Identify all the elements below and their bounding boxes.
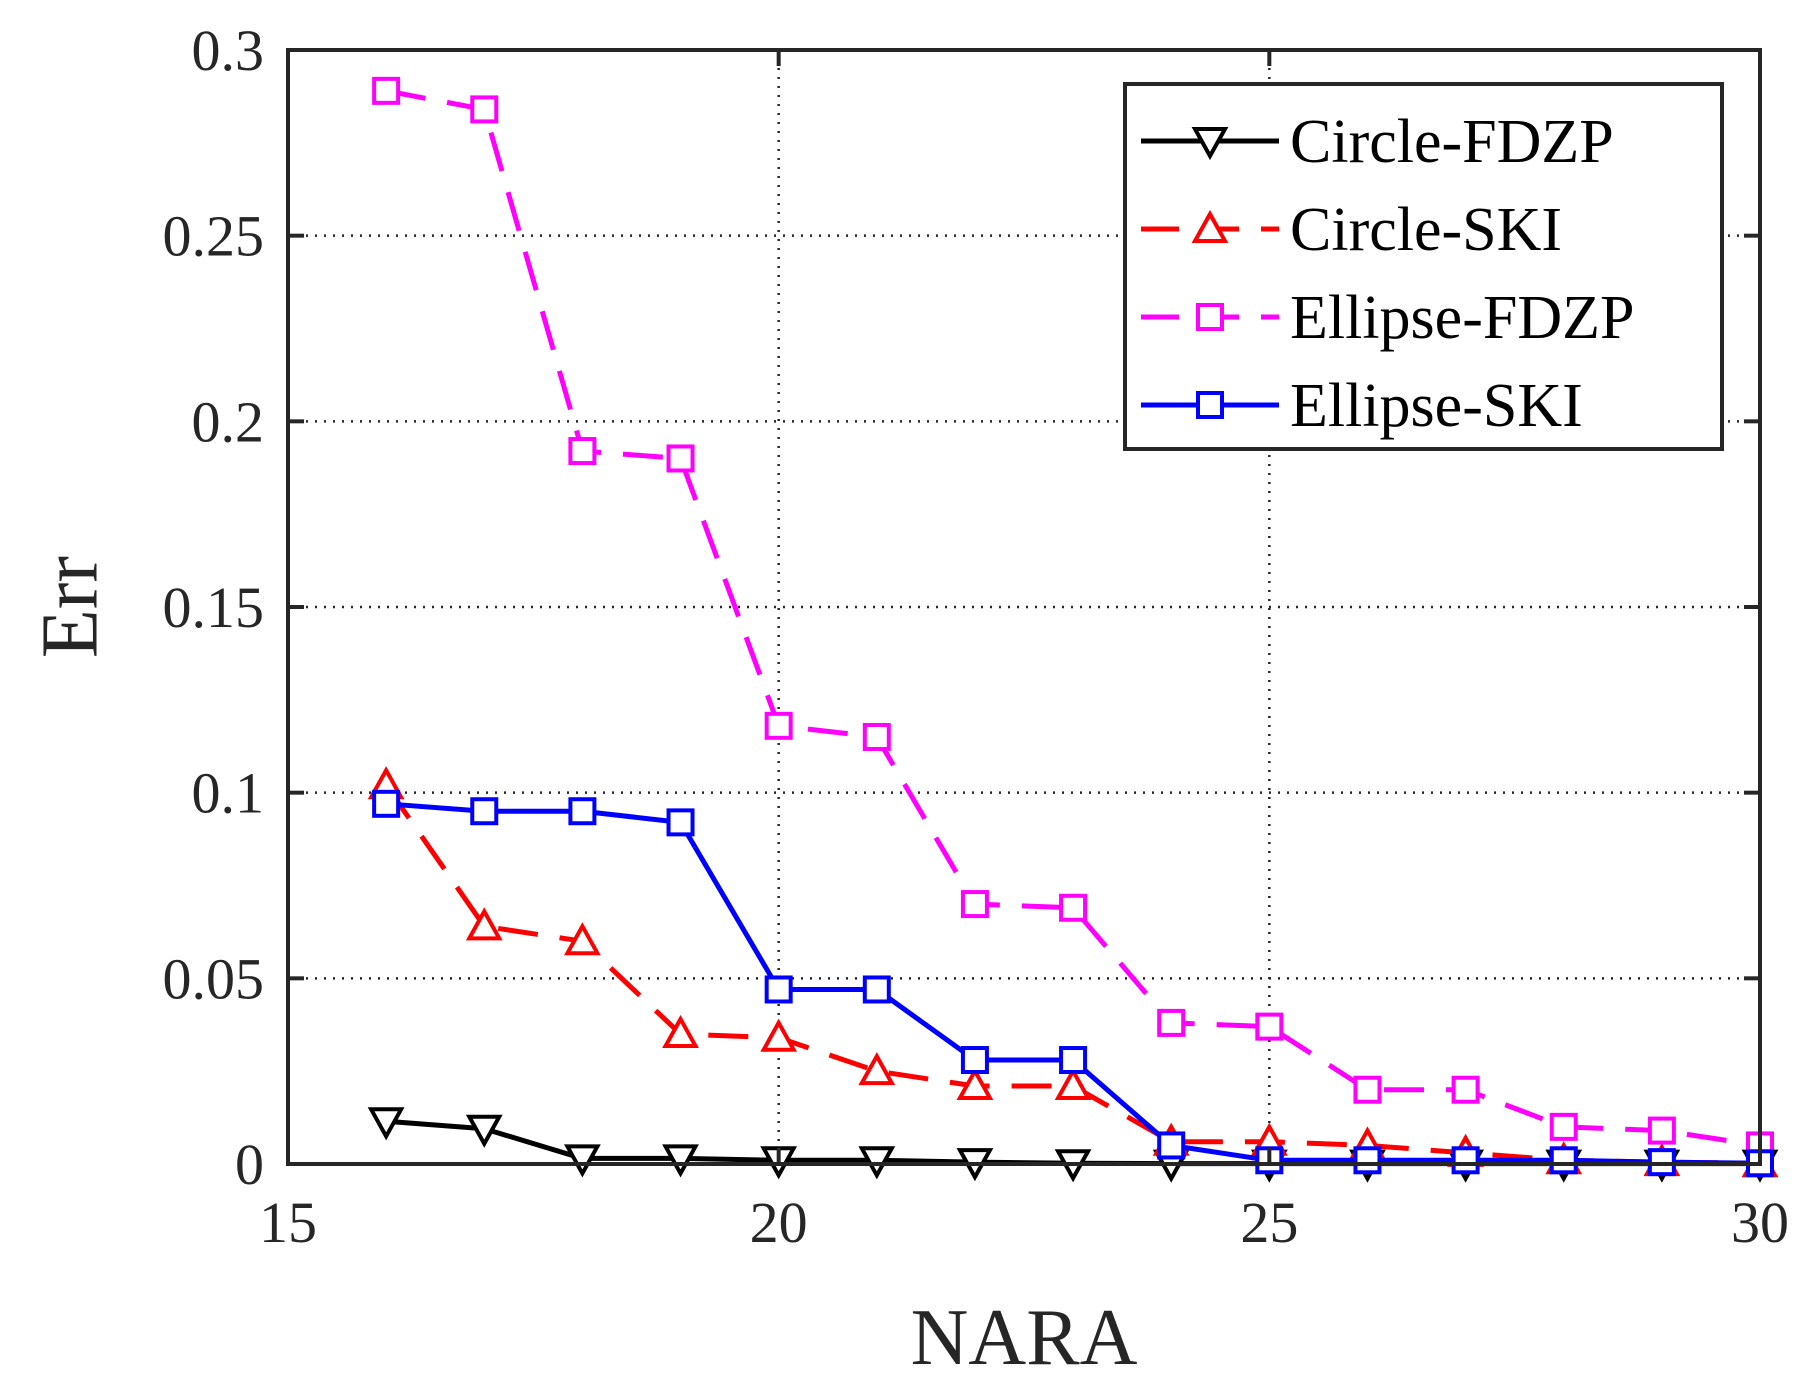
legend-marker-ellipse-ski [1196, 391, 1224, 419]
legend-label-ellipse-ski: Ellipse-SKI [1290, 372, 1583, 440]
legend-label-circle-ski: Circle-SKI [1290, 196, 1562, 264]
x-tick-label: 30 [1731, 1190, 1789, 1255]
data-point-circle-ski [760, 1018, 798, 1052]
data-point-ellipse-ski [1353, 1146, 1382, 1175]
data-point-ellipse-ski [1549, 1146, 1578, 1175]
data-point-ellipse-ski [1451, 1146, 1480, 1175]
data-point-ellipse-ski [862, 975, 891, 1004]
data-point-ellipse-fdzp [1549, 1112, 1578, 1141]
data-point-circle-ski [956, 1066, 994, 1101]
data-point-ellipse-fdzp [862, 722, 891, 751]
y-tick-label: 0.2 [192, 389, 265, 454]
data-point-ellipse-fdzp [764, 711, 793, 740]
data-point-circle-fdzp [662, 1144, 699, 1178]
data-point-ellipse-ski [1059, 1046, 1088, 1075]
y-axis-label: Err [26, 556, 114, 658]
data-point-ellipse-ski [372, 789, 401, 818]
legend-label-circle-fdzp: Circle-FDZP [1290, 108, 1614, 176]
series-line-ellipse-fdzp [385, 88, 1761, 1148]
data-point-ellipse-ski [470, 797, 499, 826]
legend-label-ellipse-fdzp: Ellipse-FDZP [1290, 284, 1634, 352]
data-point-ellipse-ski [764, 975, 793, 1004]
series-ellipse-ski [372, 789, 1774, 1178]
x-tick-label: 20 [750, 1190, 808, 1255]
x-tick-label: 25 [1240, 1190, 1298, 1255]
series-line-ellipse-ski [385, 801, 1761, 1166]
data-point-ellipse-fdzp [960, 890, 989, 919]
legend-marker-circle-fdzp [1191, 127, 1229, 161]
data-point-circle-ski [1054, 1066, 1092, 1101]
x-tick-label: 15 [259, 1190, 317, 1255]
y-tick-label: 0.25 [163, 204, 265, 269]
data-point-circle-fdzp [465, 1114, 503, 1148]
legend-box [1123, 82, 1724, 451]
axis-ticks: 15 20 25 30 0 0.05 0.1 0.15 0.2 0.25 0.3 [163, 18, 1790, 1255]
data-point-circle-ski [564, 922, 601, 956]
data-point-circle-fdzp [564, 1144, 601, 1178]
y-tick-label: 0 [235, 1132, 264, 1197]
data-point-ellipse-fdzp [1255, 1012, 1284, 1041]
data-point-ellipse-fdzp [372, 76, 401, 105]
data-point-ellipse-fdzp [1059, 893, 1088, 922]
data-point-ellipse-fdzp [666, 444, 695, 473]
y-tick-label: 0.1 [192, 761, 265, 826]
y-tick-label: 0.05 [163, 946, 265, 1011]
legend-marker-circle-ski [1191, 209, 1229, 243]
data-point-ellipse-fdzp [568, 437, 597, 466]
data-point-ellipse-ski [666, 808, 695, 837]
data-point-circle-ski [465, 907, 503, 941]
y-tick-label: 0.15 [163, 575, 265, 640]
data-point-ellipse-fdzp [1451, 1075, 1480, 1104]
data-point-ellipse-ski [960, 1046, 989, 1075]
legend: Circle-FDZP Circle-SKI Ellipse-FDZP Ellipse… [1123, 82, 1724, 451]
legend-marker-ellipse-fdzp [1196, 303, 1224, 331]
data-point-ellipse-fdzp [1647, 1116, 1676, 1145]
data-point-ellipse-fdzp [1157, 1008, 1186, 1037]
data-point-ellipse-fdzp [1353, 1075, 1382, 1104]
x-axis-label: NARA [911, 1294, 1138, 1382]
y-tick-label: 0.3 [192, 18, 265, 83]
data-point-circle-ski [662, 1014, 699, 1049]
data-point-ellipse-fdzp [470, 95, 499, 124]
data-point-ellipse-ski [1157, 1131, 1186, 1160]
data-point-circle-fdzp [858, 1146, 896, 1180]
series-line-circle-ski [384, 783, 1761, 1166]
data-point-circle-fdzp [367, 1107, 405, 1141]
data-point-circle-ski [858, 1052, 896, 1086]
series-ellipse-fdzp [372, 76, 1774, 1160]
data-point-ellipse-ski [568, 797, 597, 826]
